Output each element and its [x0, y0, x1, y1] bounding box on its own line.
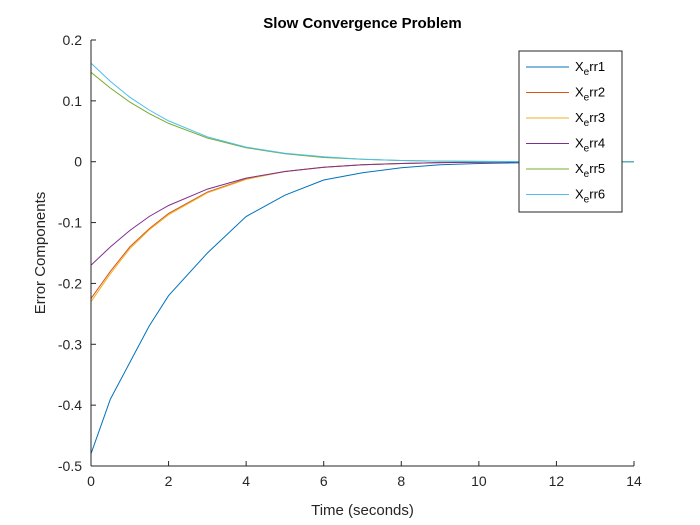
y-tick-label: -0.3: [58, 336, 82, 352]
y-tick-label: 0: [74, 154, 82, 170]
axes-layer: [90, 40, 634, 467]
legend-label-1: Xerr1: [575, 59, 605, 78]
y-tick-label: -0.4: [58, 397, 82, 413]
y-axis-label: Error Components: [32, 192, 49, 315]
legend-label-3: Xerr3: [575, 110, 605, 129]
legend-label-2: Xerr2: [575, 85, 605, 104]
y-tick-label: -0.2: [58, 275, 82, 291]
x-tick-label: 10: [471, 473, 487, 489]
series-line-1: [90, 161, 635, 454]
x-tick-label: 4: [242, 473, 250, 489]
x-tick-label: 6: [320, 473, 328, 489]
y-tick-label: -0.1: [58, 215, 82, 231]
x-tick-label: 12: [549, 473, 565, 489]
legend-box: [518, 50, 623, 213]
y-tick-label: 0.2: [63, 32, 83, 48]
legend: Xerr1 Xerr2 Xerr3 Xerr4 Xerr5 Xerr6: [518, 50, 623, 213]
x-tick-label: 14: [626, 473, 642, 489]
series-layer: [90, 61, 635, 454]
y-tick-label: 0.1: [63, 93, 83, 109]
x-axis-label: Time (seconds): [311, 502, 414, 519]
y-ticks: -0.5 -0.4 -0.3 -0.2 -0.1 0 0.1 0.2: [58, 32, 96, 474]
legend-label-6: Xerr6: [575, 187, 605, 206]
series-line-6: [90, 61, 634, 163]
chart-title: Slow Convergence Problem: [263, 15, 461, 32]
legend-label-4: Xerr4: [575, 136, 605, 155]
x-ticks: 0 2 4 6 8 10 12 14: [87, 461, 642, 489]
series-line-4: [90, 161, 635, 267]
x-tick-label: 2: [165, 473, 173, 489]
legend-label-5: Xerr5: [575, 161, 605, 180]
x-tick-label: 8: [397, 473, 405, 489]
x-tick-label: 0: [87, 473, 95, 489]
y-tick-label: -0.5: [58, 458, 82, 474]
